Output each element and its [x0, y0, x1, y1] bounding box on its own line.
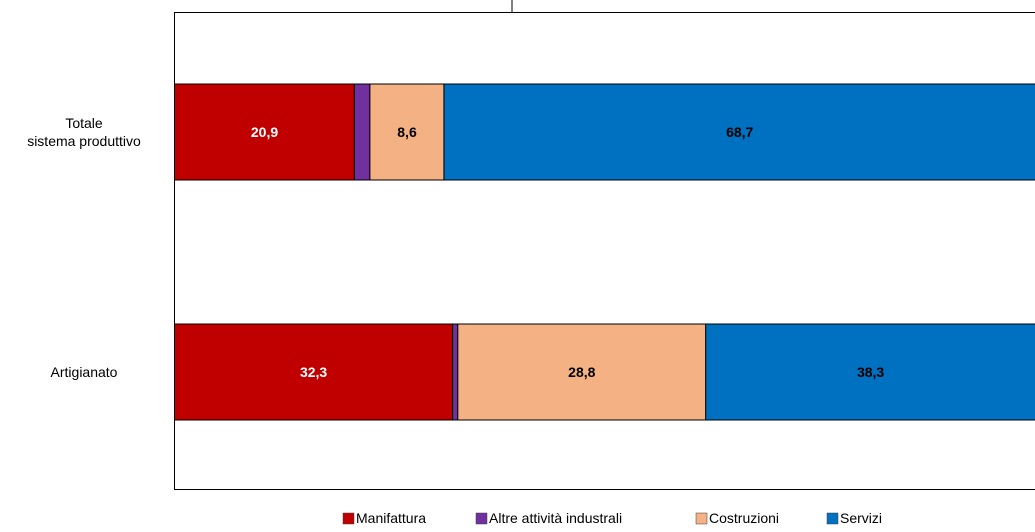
legend-swatch	[827, 513, 838, 524]
legend: Manifattura Altre attività industrali Cost…	[343, 510, 882, 526]
data-label: 68,7	[726, 124, 753, 140]
legend-label: Costruzioni	[709, 510, 779, 526]
data-label: 28,8	[568, 364, 595, 380]
bar-segment	[354, 84, 370, 180]
data-label: 38,3	[857, 364, 884, 380]
legend-swatch	[343, 513, 354, 524]
legend-label: Manifattura	[356, 510, 426, 526]
data-label: 20,9	[251, 124, 278, 140]
category-label: Artigianato	[51, 364, 118, 380]
legend-label: Altre attività industrali	[489, 510, 622, 526]
legend-label: Servizi	[840, 510, 882, 526]
data-label: 8,6	[397, 124, 417, 140]
bar-segment	[453, 324, 458, 420]
legend-swatch	[476, 513, 487, 524]
data-label: 32,3	[300, 364, 327, 380]
legend-swatch	[696, 513, 707, 524]
